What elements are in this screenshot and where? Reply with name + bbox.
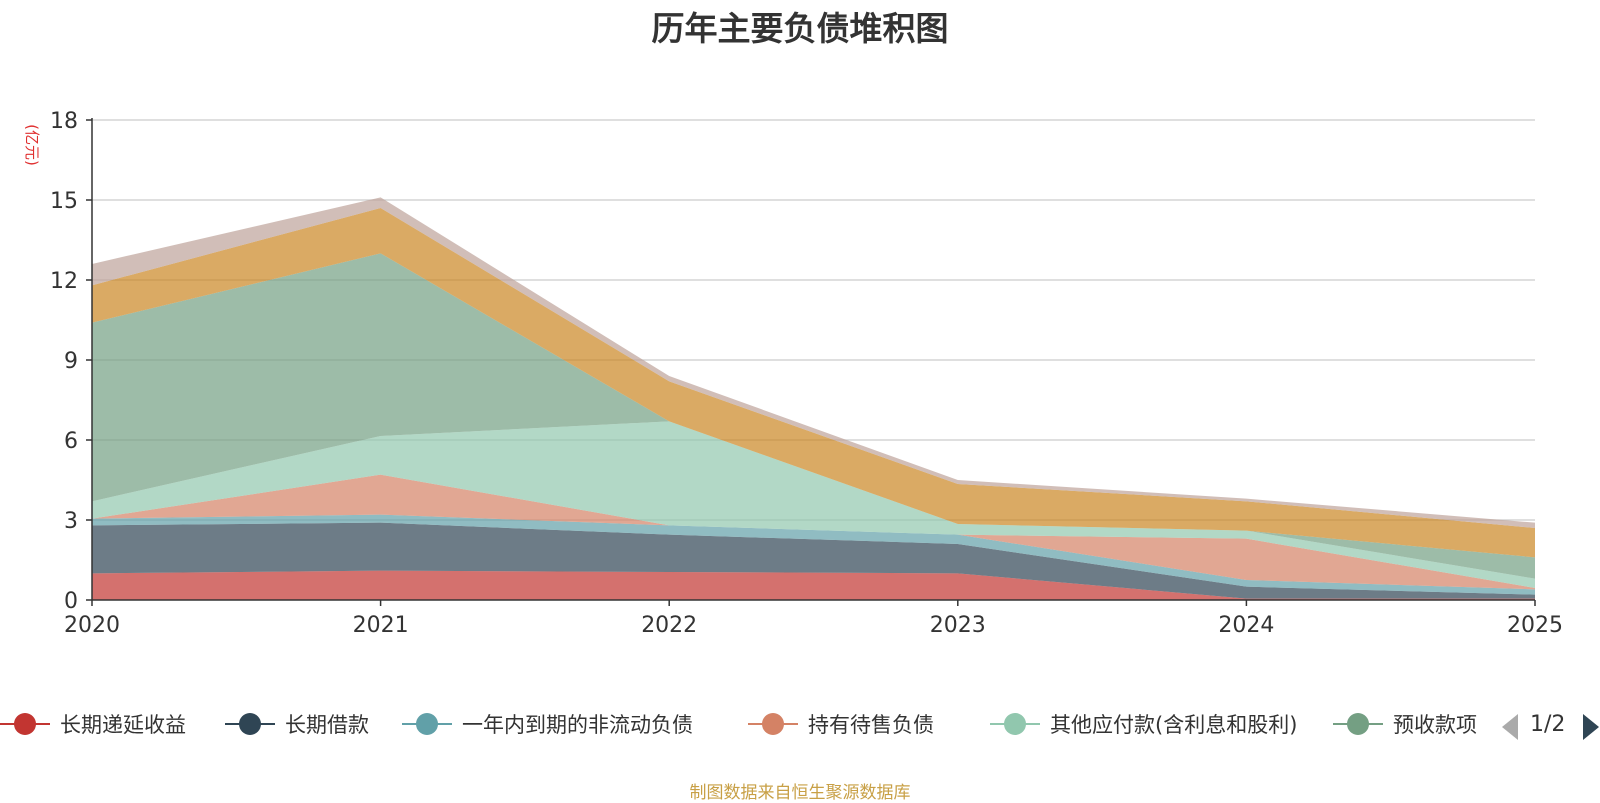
area-series-3 — [92, 474, 1535, 590]
y-tick-label: 12 — [50, 269, 78, 294]
y-tick-label: 6 — [64, 429, 78, 454]
x-tick-label: 2025 — [1507, 613, 1563, 638]
area-series-5 — [92, 253, 1535, 579]
legend-items: 长期递延收益 长期借款 一年内到期的非流动负债 持有待售负债 其他应付款(含利息和股利)… — [0, 708, 1478, 748]
area-series-6 — [92, 208, 1535, 558]
x-tick-label: 2022 — [641, 613, 697, 638]
x-tick-label: 2024 — [1218, 613, 1274, 638]
legend-item[interactable]: 持有待售负债 — [748, 708, 934, 740]
axes: 0 3 6 9 12 15 18 2020 2021 2022 2023 2024 2025 — [50, 109, 1563, 638]
legend-marker-icon — [1333, 713, 1383, 735]
area-series-4 — [92, 421, 1535, 588]
y-tick-label: 0 — [64, 589, 78, 614]
legend-label: 预收款项 — [1393, 713, 1477, 737]
triangle-left-icon[interactable] — [1500, 712, 1522, 742]
y-tick-label: 3 — [64, 509, 78, 534]
legend-marker-icon — [402, 713, 452, 735]
chart-title: 历年主要负债堆积图 — [651, 9, 949, 48]
y-tick-label: 9 — [64, 349, 78, 374]
y-axis-label: (亿元) — [23, 124, 41, 166]
area-series-0 — [92, 570, 1535, 600]
legend-page-indicator: 1/2 — [1530, 712, 1566, 737]
legend-item[interactable]: 一年内到期的非流动负债 — [402, 708, 693, 740]
triangle-right-icon[interactable] — [1580, 712, 1600, 742]
legend-marker-icon — [748, 713, 798, 735]
legend: 长期递延收益 长期借款 一年内到期的非流动负债 持有待售负债 其他应付款(含利息和股利)… — [0, 708, 1600, 748]
area-series-1 — [92, 522, 1535, 599]
legend-marker-icon — [990, 713, 1040, 735]
x-tick-label: 2021 — [353, 613, 409, 638]
area-series-2 — [92, 514, 1535, 595]
legend-item[interactable]: 长期递延收益 — [0, 708, 186, 740]
legend-label: 长期递延收益 — [60, 713, 186, 737]
x-tick-label: 2023 — [930, 613, 986, 638]
x-tick-label: 2020 — [64, 613, 120, 638]
legend-label: 长期借款 — [285, 713, 369, 737]
y-tick-label: 18 — [50, 109, 78, 134]
legend-marker-icon — [225, 713, 275, 735]
y-tick-label: 15 — [50, 189, 78, 214]
legend-marker-icon — [0, 713, 50, 735]
legend-label: 持有待售负债 — [808, 713, 934, 737]
legend-label: 其他应付款(含利息和股利) — [1050, 713, 1298, 737]
area-series — [92, 197, 1535, 600]
legend-item[interactable]: 其他应付款(含利息和股利) — [990, 708, 1297, 740]
stacked-area-chart: 0 3 6 9 12 15 18 2020 2021 2022 2023 2024 2025 (亿元) — [23, 109, 1563, 638]
legend-item[interactable]: 长期借款 — [225, 708, 369, 740]
legend-pager: 1/2 — [1500, 712, 1600, 744]
legend-label: 一年内到期的非流动负债 — [462, 713, 693, 737]
legend-item[interactable]: 预收款项 — [1333, 708, 1477, 740]
data-source-note: 制图数据来自恒生聚源数据库 — [689, 783, 911, 803]
